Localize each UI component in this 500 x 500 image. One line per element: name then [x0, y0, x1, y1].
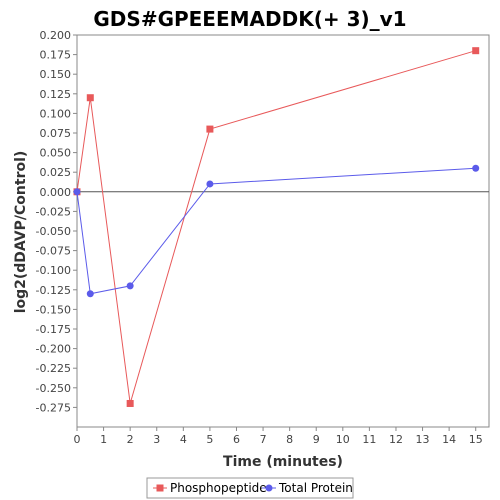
y-tick-label: 0.100: [40, 107, 72, 120]
x-tick-label: 1: [100, 433, 107, 446]
y-tick-label: 0.175: [40, 49, 72, 62]
y-tick-label: 0.025: [40, 166, 72, 179]
x-tick-label: 3: [153, 433, 160, 446]
y-tick-label: -0.175: [36, 323, 71, 336]
y-tick-label: -0.050: [36, 225, 71, 238]
x-tick-label: 2: [127, 433, 134, 446]
x-tick-label: 4: [180, 433, 187, 446]
x-tick-label: 14: [442, 433, 456, 446]
data-point: [126, 399, 134, 407]
x-tick-label: 9: [313, 433, 320, 446]
y-tick-label: -0.025: [36, 205, 71, 218]
y-tick-label: -0.225: [36, 362, 71, 375]
y-tick-label: 0.125: [40, 88, 72, 101]
data-point: [86, 290, 94, 298]
legend-label: Total Protein: [278, 481, 353, 495]
legend: Phosphopeptide Total Protein: [146, 477, 354, 499]
x-tick-label: 15: [469, 433, 483, 446]
y-tick-label: -0.250: [36, 382, 71, 395]
x-tick-label: 8: [286, 433, 293, 446]
data-point: [472, 47, 480, 55]
y-tick-label: -0.100: [36, 264, 71, 277]
legend-marker: [265, 484, 273, 492]
y-tick-label: 0.000: [40, 186, 72, 199]
y-tick-label: -0.150: [36, 303, 71, 316]
x-tick-label: 11: [362, 433, 376, 446]
x-axis-label: Time (minutes): [223, 454, 343, 470]
y-tick-label: -0.125: [36, 284, 71, 297]
x-axis: 0 1 2 3 4 5 6 7 8 9 10 11 12 13 14 15: [74, 427, 483, 446]
series-total-protein: [73, 164, 480, 298]
y-tick-label: -0.075: [36, 245, 71, 258]
y-tick-label: -0.275: [36, 401, 71, 414]
plot-area: [76, 34, 490, 428]
x-tick-label: 12: [389, 433, 403, 446]
y-tick-label: 0.200: [40, 29, 72, 42]
x-tick-label: 7: [260, 433, 267, 446]
y-tick-label: 0.075: [40, 127, 72, 140]
y-tick-label: 0.150: [40, 68, 72, 81]
data-point: [86, 94, 94, 102]
data-point: [126, 282, 134, 290]
data-point: [206, 180, 214, 188]
x-tick-label: 6: [233, 433, 240, 446]
data-point: [206, 125, 214, 133]
y-tick-label: -0.200: [36, 343, 71, 356]
y-axis-label: log2(dDAVP/Control): [13, 151, 29, 314]
legend-marker: [156, 484, 164, 492]
legend-label: Phosphopeptide: [170, 481, 267, 495]
series-layer: [73, 47, 480, 407]
x-tick-label: 5: [206, 433, 213, 446]
data-point: [472, 164, 480, 172]
y-tick-label: 0.050: [40, 147, 72, 160]
x-tick-label: 13: [416, 433, 430, 446]
x-tick-label: 10: [336, 433, 350, 446]
legend-box: [146, 477, 354, 499]
data-point: [73, 188, 81, 196]
x-tick-label: 0: [74, 433, 81, 446]
chart-title: GDS#GPEEEMADDK(+ 3)_v1: [93, 7, 406, 31]
y-axis: 0.200 0.175 0.150 0.125 0.100 0.075 0.050 0.025…: [36, 29, 77, 414]
